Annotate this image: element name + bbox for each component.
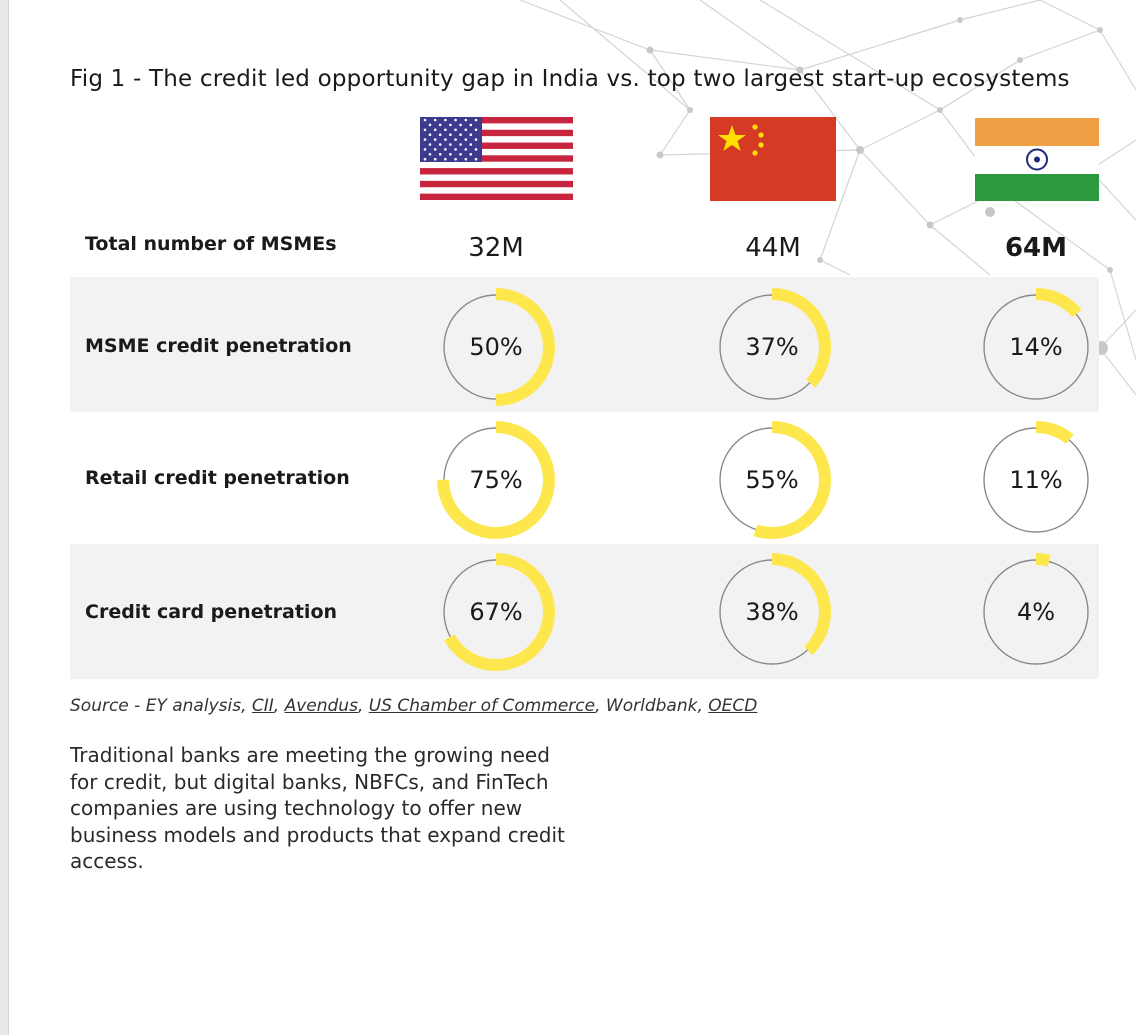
donut-msme-credit-china xyxy=(713,288,831,406)
donut-credit-card-china xyxy=(713,553,831,671)
row-label-credit-card: Credit card penetration xyxy=(85,601,338,623)
us-flag-icon xyxy=(420,117,573,200)
donut-arc xyxy=(977,421,1095,539)
donut-credit-card-india xyxy=(977,553,1095,671)
row-band-credit-card xyxy=(70,544,1099,679)
donut-value-credit-card-china: 38% xyxy=(745,598,799,626)
source-link-oecd[interactable]: OECD xyxy=(708,696,758,716)
donut-arc xyxy=(713,288,831,406)
source-note: Source - EY analysis, CII, Avendus, US C… xyxy=(70,696,757,716)
figure-title: Fig 1 - The credit led opportunity gap i… xyxy=(70,66,1070,92)
donut-arc xyxy=(437,553,555,671)
donut-arc xyxy=(713,553,831,671)
donut-retail-credit-india xyxy=(977,421,1095,539)
india-flag-icon xyxy=(975,118,1099,201)
donut-retail-credit-china xyxy=(713,421,831,539)
china-flag-icon xyxy=(710,117,836,201)
donut-msme-credit-india xyxy=(977,288,1095,406)
source-prefix: Source - EY analysis, xyxy=(70,696,252,716)
msme-total-label: Total number of MSMEs xyxy=(85,233,337,255)
msme-total-us: 32M xyxy=(468,233,524,263)
row-band-msme-credit xyxy=(70,277,1099,412)
donut-msme-credit-us xyxy=(437,288,555,406)
source-sep: , xyxy=(273,696,285,716)
source-link-us-chamber[interactable]: US Chamber of Commerce xyxy=(368,696,596,716)
donut-value-retail-credit-china: 55% xyxy=(745,466,799,494)
donut-value-retail-credit-us: 75% xyxy=(469,466,523,494)
row-label-retail-credit: Retail credit penetration xyxy=(85,467,350,489)
donut-arc xyxy=(437,421,555,539)
donut-value-retail-credit-india: 11% xyxy=(1009,466,1063,494)
source-sep: , xyxy=(357,696,369,716)
donut-value-msme-credit-china: 37% xyxy=(745,333,799,361)
page-edge-shadow xyxy=(0,0,9,1035)
msme-total-india: 64M xyxy=(1004,233,1068,263)
body-paragraph: Traditional banks are meeting the growin… xyxy=(70,743,565,873)
donut-arc xyxy=(977,288,1095,406)
donut-value-credit-card-us: 67% xyxy=(469,598,523,626)
row-label-msme-credit: MSME credit penetration xyxy=(85,335,352,357)
donut-arc xyxy=(713,421,831,539)
donut-arc xyxy=(977,553,1095,671)
donut-value-credit-card-india: 4% xyxy=(1016,598,1056,626)
source-link-cii[interactable]: CII xyxy=(251,696,274,716)
source-link-avendus[interactable]: Avendus xyxy=(284,696,358,716)
donut-arc xyxy=(437,288,555,406)
donut-credit-card-us xyxy=(437,553,555,671)
donut-value-msme-credit-us: 50% xyxy=(469,333,523,361)
source-worldbank: , Worldbank, xyxy=(595,696,709,716)
donut-retail-credit-us xyxy=(437,421,555,539)
donut-value-msme-credit-india: 14% xyxy=(1009,333,1063,361)
msme-total-china: 44M xyxy=(745,233,801,263)
